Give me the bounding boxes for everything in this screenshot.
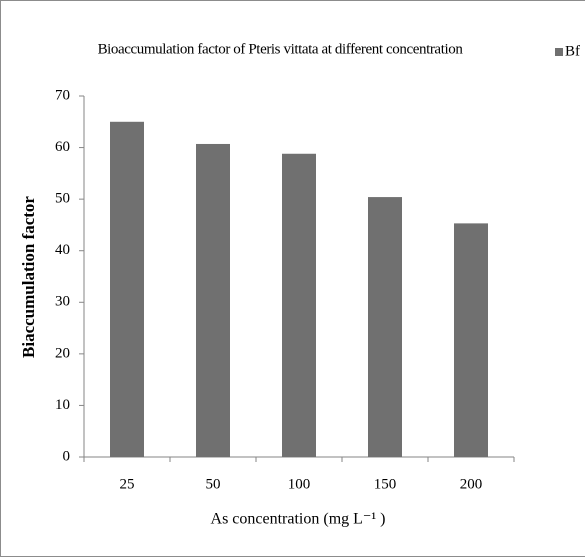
y-tick-label: 20	[55, 345, 70, 361]
bar	[196, 143, 230, 457]
legend-label: Bf	[565, 43, 580, 59]
x-tick-label: 150	[374, 476, 397, 492]
x-tick-label: 25	[120, 476, 135, 492]
legend-swatch	[555, 48, 563, 56]
x-tick-label: 50	[206, 476, 221, 492]
x-tick-label: 100	[288, 476, 311, 492]
y-tick-label: 60	[55, 139, 70, 155]
y-tick-label: 10	[55, 397, 70, 413]
bar	[110, 121, 144, 458]
y-axis-label: Biaccumulation factor	[19, 196, 38, 358]
bar	[454, 223, 488, 457]
bar	[282, 153, 316, 457]
x-tick-label: 200	[460, 476, 483, 492]
bar	[368, 197, 402, 457]
y-tick-label: 50	[55, 191, 70, 207]
y-tick-label: 40	[55, 242, 70, 258]
chart-title: Bioaccumulation factor of Pteris vittata…	[98, 41, 464, 57]
y-tick-label: 70	[55, 87, 70, 103]
y-tick-label: 30	[55, 294, 70, 310]
y-tick-label: 0	[63, 448, 71, 464]
x-axis-label: As concentration (mg L⁻¹ )	[211, 511, 386, 528]
